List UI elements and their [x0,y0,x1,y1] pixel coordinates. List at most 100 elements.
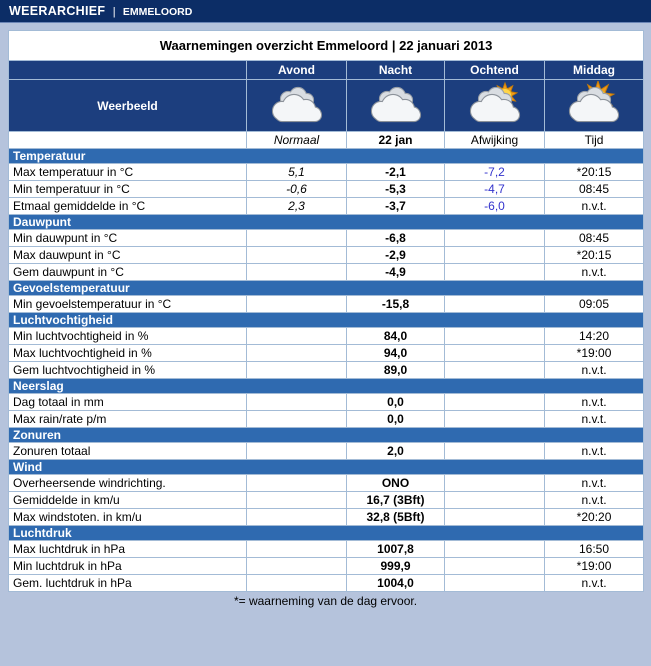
afwijking-value [444,540,545,558]
subheader-row: Normaal 22 jan Afwijking Tijd [8,131,645,149]
normaal-value [246,474,347,492]
section-header: Temperatuur [7,148,645,164]
page-title: Waarnemingen overzicht Emmeloord | 22 ja… [7,30,645,61]
afwijking-value [444,246,545,264]
afwijking-value [444,557,545,575]
weerbeeld-label: Weerbeeld [8,79,247,132]
day-value: 94,0 [346,344,445,362]
section-header: Gevoelstemperatuur [7,280,645,296]
day-value: 89,0 [346,361,445,379]
tijd-value: n.v.t. [543,410,645,428]
tijd-value: 14:20 [543,327,645,345]
row-label: Zonuren totaal [8,442,247,460]
day-value: -4,9 [346,263,445,281]
afwijking-value [444,574,545,592]
table-row: Max luchtvochtigheid in % 94,0 *19:00 [8,344,645,362]
topbar-location: EMMELOORD [122,6,193,18]
tijd-value: *20:15 [543,246,645,264]
normaal-value [246,263,347,281]
afwijking-value [444,263,545,281]
weather-icon-cell-middag [543,79,645,132]
row-label: Etmaal gemiddelde in °C [8,197,247,215]
weather-icon-cell-ochtend [444,79,545,132]
section-header-row: Luchtvochtigheid [7,312,645,328]
section-header: Wind [7,459,645,475]
table-row: Zonuren totaal 2,0 n.v.t. [8,442,645,460]
normaal-value [246,491,347,509]
site-title: WEERARCHIEF [9,4,106,18]
table-row: Gem dauwpunt in °C -4,9 n.v.t. [8,263,645,281]
row-label: Max temperatuur in °C [8,163,247,181]
tijd-value: n.v.t. [543,442,645,460]
topbar: WEERARCHIEF | EMMELOORD [0,0,651,23]
tijd-value: n.v.t. [543,393,645,411]
section-header-row: Dauwpunt [7,214,645,230]
weather-table: Waarnemingen overzicht Emmeloord | 22 ja… [7,30,645,592]
tijd-value: n.v.t. [543,574,645,592]
normaal-value [246,344,347,362]
section-header-row: Luchtdruk [7,525,645,541]
topbar-separator: | [112,6,116,18]
day-value: -6,8 [346,229,445,247]
section-header: Luchtdruk [7,525,645,541]
tijd-value: 08:45 [543,229,645,247]
table-row: Min luchtvochtigheid in % 84,0 14:20 [8,327,645,345]
tijd-value: *19:00 [543,557,645,575]
row-label: Dag totaal in mm [8,393,247,411]
tijd-value: n.v.t. [543,197,645,215]
day-value: -15,8 [346,295,445,313]
normaal-value [246,574,347,592]
row-label: Max windstoten. in km/u [8,508,247,526]
section-header: Neerslag [7,378,645,394]
tijd-value: n.v.t. [543,361,645,379]
normaal-value [246,229,347,247]
row-label: Max luchtvochtigheid in % [8,344,247,362]
normaal-value: -0,6 [246,180,347,198]
row-label: Min gevoelstemperatuur in °C [8,295,247,313]
afwijking-value: -4,7 [444,180,545,198]
column-header-middag: Middag [543,60,645,80]
row-label: Min luchtdruk in hPa [8,557,247,575]
subheader-day: 22 jan [346,131,445,149]
afwijking-value: -7,2 [444,163,545,181]
afwijking-value [444,295,545,313]
weather-table-body: Temperatuur Max temperatuur in °C 5,1 -2,1-… [7,148,645,592]
table-row: Etmaal gemiddelde in °C 2,3 -3,7 -6,0 n.v.t. [8,197,645,215]
table-row: Gem luchtvochtigheid in % 89,0 n.v.t. [8,361,645,379]
weather-icon-cell-nacht [346,79,445,132]
table-row: Overheersende windrichting. ONO n.v.t. [8,474,645,492]
normaal-value: 2,3 [246,197,347,215]
subheader-normaal: Normaal [246,131,347,149]
day-value: -3,7 [346,197,445,215]
tijd-value: *20:20 [543,508,645,526]
column-header-row: Avond Nacht Ochtend Middag [8,60,645,80]
sun-behind-clouds-icon [469,81,520,123]
afwijking-value: -6,0 [444,197,545,215]
normaal-value [246,327,347,345]
column-header-ochtend: Ochtend [444,60,545,80]
row-label: Gem. luchtdruk in hPa [8,574,247,592]
sun-behind-clouds-icon [568,80,620,123]
footnote: *= waarneming van de dag ervoor. [233,594,418,608]
table-row: Max rain/rate p/m 0,0 n.v.t. [8,410,645,428]
afwijking-value [444,410,545,428]
clouds-icon [271,86,322,123]
header-spacer [8,60,247,80]
normaal-value: 5,1 [246,163,347,181]
table-row: Min gevoelstemperatuur in °C -15,8 09:05 [8,295,645,313]
afwijking-value [444,229,545,247]
row-label: Gem dauwpunt in °C [8,263,247,281]
section-header: Dauwpunt [7,214,645,230]
clouds-icon [370,86,421,123]
table-row: Dag totaal in mm 0,0 n.v.t. [8,393,645,411]
day-value: 999,9 [346,557,445,575]
normaal-value [246,442,347,460]
table-row: Max luchtdruk in hPa 1007,8 16:50 [8,540,645,558]
day-value: 2,0 [346,442,445,460]
row-label: Max luchtdruk in hPa [8,540,247,558]
section-header-row: Wind [7,459,645,475]
section-header: Luchtvochtigheid [7,312,645,328]
tijd-value: *19:00 [543,344,645,362]
table-row: Gemiddelde in km/u 16,7 (3Bft) n.v.t. [8,491,645,509]
table-row: Min luchtdruk in hPa 999,9 *19:00 [8,557,645,575]
